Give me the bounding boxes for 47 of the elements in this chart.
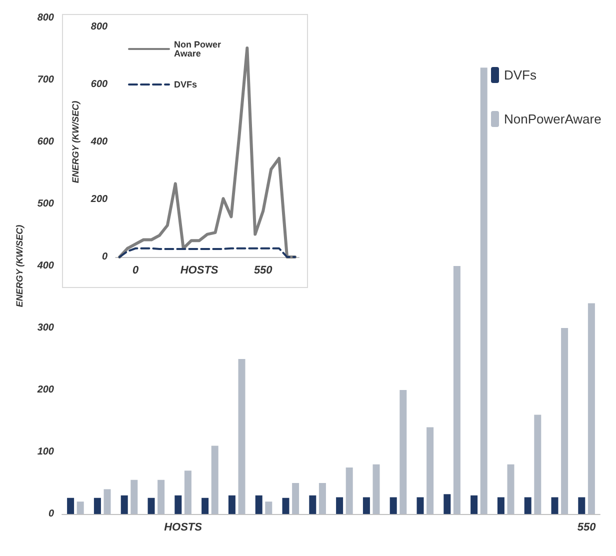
y-tick-label: 400	[90, 136, 108, 148]
bar	[390, 497, 397, 514]
bar	[120, 495, 128, 514]
y-axis-title: ENERGY (KW/SEC)	[70, 100, 80, 184]
y-tick-label: 300	[37, 322, 54, 334]
y-tick-label: 200	[36, 384, 54, 396]
line-series	[118, 46, 297, 258]
bar	[148, 498, 155, 514]
bar	[174, 495, 182, 514]
y-tick-label: 500	[37, 198, 54, 210]
x-tick-label: HOSTS	[164, 522, 203, 534]
bar	[444, 494, 451, 514]
y-tick-label: 0	[102, 252, 108, 262]
bar	[309, 495, 316, 514]
y-tick-label: 600	[90, 79, 108, 90]
y-tick-label: 800	[90, 22, 108, 32]
y-axis-title: ENERGY (KW/SEC)	[14, 224, 24, 308]
bar	[524, 497, 532, 514]
y-tick-label: 400	[36, 260, 54, 272]
y-tick-label: 100	[37, 446, 54, 458]
bar	[497, 497, 504, 514]
x-tick-label: 550	[254, 264, 274, 276]
bar	[416, 497, 424, 514]
bar	[282, 498, 290, 514]
bar	[551, 497, 558, 514]
y-tick-label: 700	[37, 74, 54, 86]
y-tick-label: 800	[37, 12, 54, 24]
bar	[255, 495, 262, 514]
x-tick-label: 550	[577, 522, 597, 534]
legend-label: NonPowerAware	[504, 112, 602, 126]
legend-label: Non Power Aware	[174, 40, 224, 58]
bar	[470, 495, 478, 514]
bar	[67, 498, 74, 514]
legend-label: DVFs	[174, 80, 198, 90]
y-tick-label: 200	[90, 194, 108, 205]
legend-label: DVFs	[504, 68, 537, 82]
y-tick-label: 600	[37, 136, 54, 148]
line-series	[118, 247, 296, 258]
bar	[336, 497, 344, 514]
bar	[94, 498, 101, 514]
bar	[362, 497, 370, 514]
bar	[202, 498, 209, 514]
bar	[578, 497, 586, 514]
y-tick-label: 0	[48, 508, 54, 520]
x-tick-label: 0	[132, 264, 140, 276]
bar	[228, 495, 236, 514]
x-tick-label: HOSTS	[180, 264, 219, 276]
